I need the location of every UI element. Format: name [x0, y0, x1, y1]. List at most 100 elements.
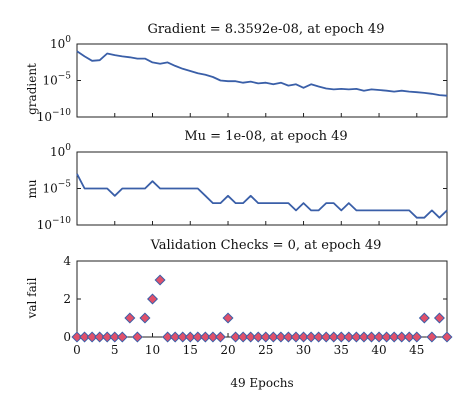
val-fail-marker — [290, 331, 302, 343]
ytick-exponent: 0 — [65, 35, 71, 45]
val-fail-marker — [154, 274, 166, 286]
val-fail-marker — [207, 331, 219, 343]
val-fail-marker — [260, 331, 272, 343]
ytick-label: 0 — [63, 330, 71, 344]
validation-panel: Validation Checks = 0, at epoch 49 val f… — [25, 238, 453, 390]
ytick-base: 10 — [50, 37, 65, 51]
val-fail-marker — [139, 312, 151, 324]
ytick-base: 10 — [42, 182, 57, 196]
val-fail-marker — [116, 331, 128, 343]
xtick-label: 15 — [183, 343, 198, 357]
val-fail-marker — [403, 331, 415, 343]
val-fail-marker — [184, 331, 196, 343]
val-fail-marker — [222, 312, 234, 324]
val-fail-marker — [79, 331, 91, 343]
ytick-label: 10−5 — [42, 72, 71, 88]
ytick-label: 4 — [63, 254, 71, 268]
val-fail-marker — [388, 331, 400, 343]
xtick-label: 10 — [145, 343, 160, 357]
val-fail-marker — [343, 331, 355, 343]
val-fail-marker — [282, 331, 294, 343]
val-fail-marker — [335, 331, 347, 343]
val-fail-marker — [350, 331, 362, 343]
val-fail-marker — [147, 293, 159, 305]
xtick-label: 40 — [371, 343, 386, 357]
xtick-label: 45 — [409, 343, 424, 357]
ytick-exponent: −5 — [58, 180, 72, 190]
mu-series-line — [76, 173, 448, 219]
xtick-label: 25 — [258, 343, 273, 357]
val-fail-marker — [86, 331, 98, 343]
val-fail-marker — [169, 331, 181, 343]
val-fail-marker — [275, 331, 287, 343]
validation-axes-frame — [76, 260, 448, 338]
val-fail-marker — [305, 331, 317, 343]
validation-ytick-group: 0 2 4 — [63, 254, 447, 344]
val-fail-marker — [237, 331, 249, 343]
ytick-exponent: −5 — [58, 72, 72, 82]
mu-ylabel: mu — [25, 179, 39, 198]
val-fail-marker — [162, 331, 174, 343]
val-fail-marker — [101, 331, 113, 343]
val-fail-marker — [365, 331, 377, 343]
ytick-label: 10−10 — [37, 108, 72, 124]
validation-title: Validation Checks = 0, at epoch 49 — [150, 238, 382, 253]
ytick-label: 10−5 — [42, 180, 71, 196]
val-fail-marker — [328, 331, 340, 343]
val-fail-marker — [381, 331, 393, 343]
gradient-panel: Gradient = 8.3592e-08, at epoch 49 gradi… — [25, 22, 448, 124]
val-fail-marker — [109, 331, 121, 343]
val-fail-marker — [298, 331, 310, 343]
val-fail-marker — [214, 331, 226, 343]
val-fail-marker — [252, 331, 264, 343]
val-fail-marker — [71, 331, 83, 343]
gradient-title: Gradient = 8.3592e-08, at epoch 49 — [148, 22, 385, 37]
xtick-label: 0 — [73, 343, 81, 357]
val-fail-marker — [245, 331, 257, 343]
ytick-label: 100 — [50, 35, 71, 51]
xtick-label: 30 — [296, 343, 311, 357]
val-fail-marker — [313, 331, 325, 343]
ytick-base: 10 — [42, 74, 57, 88]
validation-xtick-group: 0 5 10 15 20 25 30 35 40 45 — [73, 333, 424, 357]
val-fail-marker — [230, 331, 242, 343]
val-fail-marker — [418, 312, 430, 324]
ytick-label: 10−10 — [37, 216, 72, 232]
val-fail-marker — [426, 331, 438, 343]
val-fail-marker — [177, 331, 189, 343]
ytick-exponent: −10 — [52, 216, 71, 226]
val-fail-marker — [199, 331, 211, 343]
val-fail-marker — [433, 312, 445, 324]
xtick-label: 35 — [334, 343, 349, 357]
val-fail-marker — [267, 331, 279, 343]
validation-ylabel: val fail — [25, 277, 39, 319]
validation-xlabel: 49 Epochs — [230, 376, 293, 390]
val-fail-marker — [94, 331, 106, 343]
val-fail-marker — [396, 331, 408, 343]
ytick-label: 2 — [63, 292, 71, 306]
val-fail-marker — [320, 331, 332, 343]
xtick-label: 20 — [220, 343, 235, 357]
val-fail-marker — [131, 331, 143, 343]
gradient-ylabel: gradient — [25, 63, 39, 115]
val-fail-marker — [124, 312, 136, 324]
ytick-base: 10 — [37, 110, 52, 124]
gradient-axes-frame — [76, 43, 448, 118]
ytick-base: 10 — [50, 145, 65, 159]
ytick-exponent: 0 — [65, 143, 71, 153]
ytick-label: 100 — [50, 143, 71, 159]
xtick-label: 5 — [111, 343, 119, 357]
mu-axes-frame — [76, 151, 448, 226]
val-fail-marker — [373, 331, 385, 343]
gradient-series-line — [76, 50, 448, 97]
validation-marker-group — [71, 274, 453, 343]
val-fail-marker — [441, 331, 453, 343]
val-fail-marker — [358, 331, 370, 343]
val-fail-marker — [192, 331, 204, 343]
ytick-exponent: −10 — [52, 108, 71, 118]
